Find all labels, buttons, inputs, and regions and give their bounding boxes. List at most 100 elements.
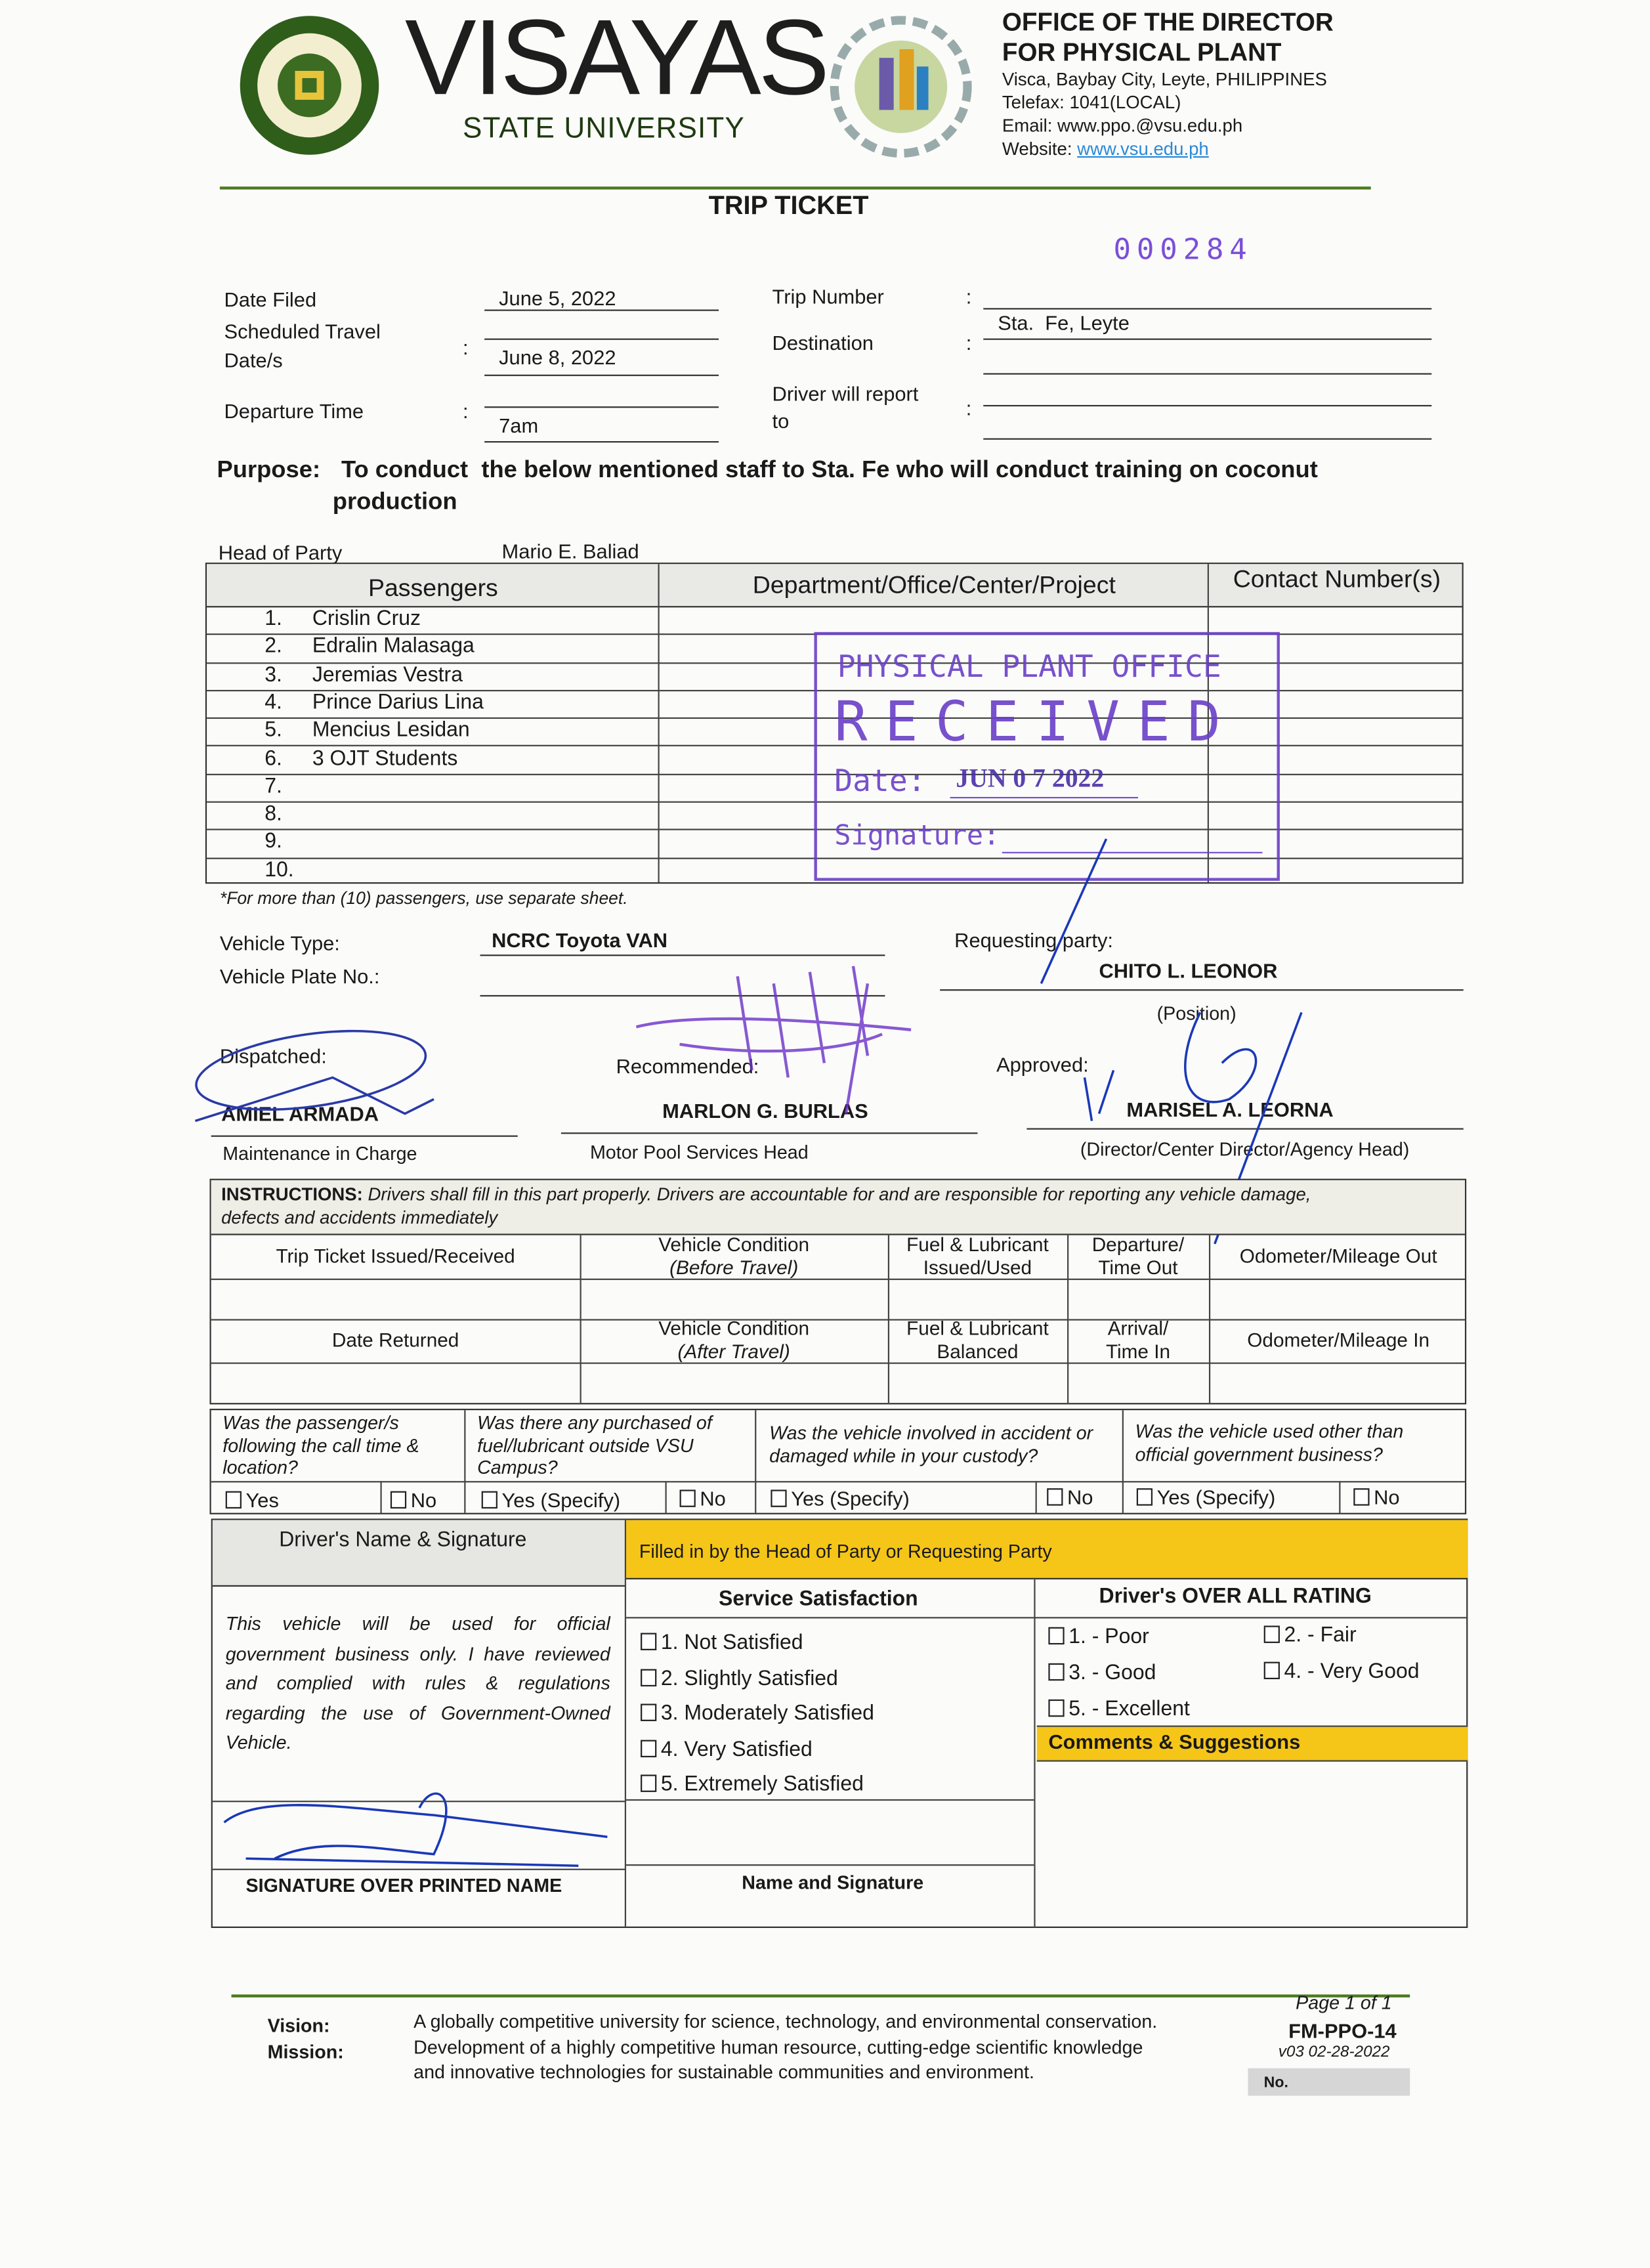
dispatched-label: Dispatched:	[219, 1044, 327, 1068]
instructions-label: INSTRUCTIONS:	[221, 1184, 363, 1205]
header-arrival-time: Arrival/Time In	[1067, 1317, 1209, 1362]
checkbox[interactable]	[679, 1489, 696, 1507]
checkbox[interactable]	[771, 1489, 787, 1507]
destination-value[interactable]: Sta. Fe, Leyte	[998, 310, 1130, 334]
recommender-title: Motor Pool Services Head	[589, 1141, 809, 1163]
departure-value[interactable]: 7am	[499, 414, 539, 437]
checkbox[interactable]	[1048, 1699, 1065, 1717]
passenger-name[interactable]: Jeremias Vestra	[312, 663, 463, 687]
recommender-name: MARLON G. BURLAS	[662, 1099, 868, 1123]
checkbox[interactable]	[1048, 1663, 1065, 1681]
service-option[interactable]: 3. Moderately Satisfied	[641, 1696, 874, 1726]
scheduled-line-1	[484, 338, 719, 340]
label: 5. - Excellent	[1068, 1698, 1190, 1721]
passenger-row: 4. Prince Darius Lina	[207, 690, 1462, 719]
q1-yes-option[interactable]: Yes	[225, 1488, 279, 1511]
passenger-number: 1.	[264, 607, 282, 631]
checkbox[interactable]	[1353, 1488, 1370, 1506]
question-unofficial-use: Was the vehicle used other than official…	[1135, 1420, 1404, 1465]
question-fuel-purchase: Was there any purchased of fuel/lubrican…	[477, 1411, 712, 1478]
q3-no-option[interactable]: No	[1047, 1486, 1093, 1508]
header-date-returned: Date Returned	[331, 1329, 459, 1351]
checkbox[interactable]	[225, 1491, 242, 1509]
checkbox[interactable]	[641, 1774, 657, 1792]
checkbox[interactable]	[1263, 1625, 1280, 1643]
checkbox[interactable]	[641, 1668, 657, 1686]
website-link[interactable]: www.vsu.edu.ph	[1077, 139, 1209, 160]
rating-excellent[interactable]: 5. - Excellent	[1048, 1698, 1190, 1721]
stamp-signature-label: Signature:	[834, 820, 1000, 852]
passenger-name[interactable]: 3 OJT Students	[312, 747, 458, 771]
rating-poor[interactable]: 1. - Poor	[1048, 1626, 1149, 1649]
label: 3. - Good	[1068, 1661, 1156, 1685]
report-line-1	[983, 404, 1432, 407]
service-option[interactable]: 2. Slightly Satisfied	[641, 1661, 838, 1690]
checkbox[interactable]	[390, 1491, 407, 1509]
label: No	[700, 1486, 726, 1510]
q1-no-option[interactable]: No	[390, 1488, 437, 1512]
requesting-party-label: Requesting party:	[954, 928, 1113, 952]
checkbox[interactable]	[1048, 1627, 1065, 1645]
requesting-position: (Position)	[1156, 1002, 1237, 1024]
checkbox[interactable]	[1263, 1661, 1280, 1680]
scheduled-date-value[interactable]: June 8, 2022	[499, 345, 616, 369]
date-filed-value[interactable]: June 5, 2022	[499, 286, 616, 310]
vision-label: Vision:	[267, 2015, 330, 2037]
passenger-row: 2. Edralin Malasaga	[207, 634, 1462, 664]
checkbox[interactable]	[641, 1703, 657, 1721]
approver-name: MARISEL A. LEORNA	[1126, 1098, 1334, 1121]
service-option[interactable]: 5. Extremely Satisfied	[641, 1767, 864, 1796]
service-satisfaction-title: Service Satisfaction	[719, 1588, 918, 1612]
column-header-department: Department/Office/Center/Project	[752, 570, 1116, 599]
q4-yes-option[interactable]: Yes (Specify)	[1136, 1486, 1275, 1508]
destination-line-2	[983, 373, 1432, 375]
service-option[interactable]: 4. Very Satisfied	[641, 1732, 813, 1761]
passenger-name[interactable]: Mencius Lesidan	[312, 719, 470, 742]
label: Balanced	[937, 1340, 1019, 1363]
passenger-number: 3.	[264, 663, 282, 687]
col-divider	[380, 1481, 382, 1514]
q3-yes-option[interactable]: Yes (Specify)	[771, 1487, 910, 1510]
passenger-name[interactable]: Crislin Cruz	[312, 607, 421, 631]
passenger-number: 8.	[264, 803, 282, 826]
colon: :	[965, 331, 972, 354]
checkbox[interactable]	[1136, 1488, 1153, 1506]
q4-no-option[interactable]: No	[1353, 1486, 1400, 1508]
q2-yes-option[interactable]: Yes (Specify)	[481, 1488, 620, 1511]
checkbox[interactable]	[641, 1739, 657, 1757]
checkbox[interactable]	[481, 1491, 497, 1509]
question-accident: Was the vehicle involved in accident or …	[769, 1421, 1093, 1466]
checkbox[interactable]	[641, 1633, 657, 1650]
row-divider	[211, 1362, 1465, 1364]
date-filed-line	[484, 309, 719, 311]
passenger-name[interactable]: Edralin Malasaga	[312, 635, 475, 659]
label: No	[410, 1488, 437, 1512]
comments-field[interactable]	[1040, 1763, 1465, 1925]
col-divider	[1067, 1233, 1069, 1405]
row-divider	[211, 1319, 1465, 1321]
rating-fair[interactable]: 2. - Fair	[1263, 1624, 1357, 1648]
office-telefax: Telefax: 1041(LOCAL)	[1002, 93, 1181, 113]
passenger-name[interactable]: Prince Darius Lina	[312, 691, 484, 715]
rating-good[interactable]: 3. - Good	[1048, 1662, 1156, 1685]
label: 2. Slightly Satisfied	[660, 1667, 838, 1690]
label: Vehicle Condition	[658, 1233, 810, 1255]
serial-number: 000284	[1113, 231, 1253, 267]
mission-text-2: and innovative technologies for sustaina…	[413, 2061, 1034, 2083]
website-label: Website:	[1002, 139, 1078, 160]
head-of-party-label: Head of Party	[218, 541, 343, 565]
row-divider	[212, 1801, 627, 1803]
checkbox[interactable]	[1047, 1488, 1063, 1506]
rating-very-good[interactable]: 4. - Very Good	[1263, 1660, 1420, 1684]
stamp-line	[950, 797, 1138, 799]
driver-header: Driver's Name & Signature	[279, 1528, 527, 1552]
service-option[interactable]: 1. Not Satisfied	[641, 1626, 803, 1655]
q2-no-option[interactable]: No	[679, 1486, 726, 1510]
number-label: No.	[1263, 2074, 1288, 2091]
head-of-party-value[interactable]: Mario E. Baliad	[501, 539, 639, 563]
header-vehicle-condition-after: Vehicle Condition (After Travel)	[580, 1317, 888, 1362]
trip-log-table: INSTRUCTIONS: Drivers shall fill in this…	[209, 1178, 1467, 1405]
instructions-body-2: defects and accidents immediately	[221, 1207, 498, 1228]
label: Fuel & Lubricant	[906, 1233, 1049, 1255]
vehicle-type-value[interactable]: NCRC Toyota VAN	[492, 928, 668, 952]
